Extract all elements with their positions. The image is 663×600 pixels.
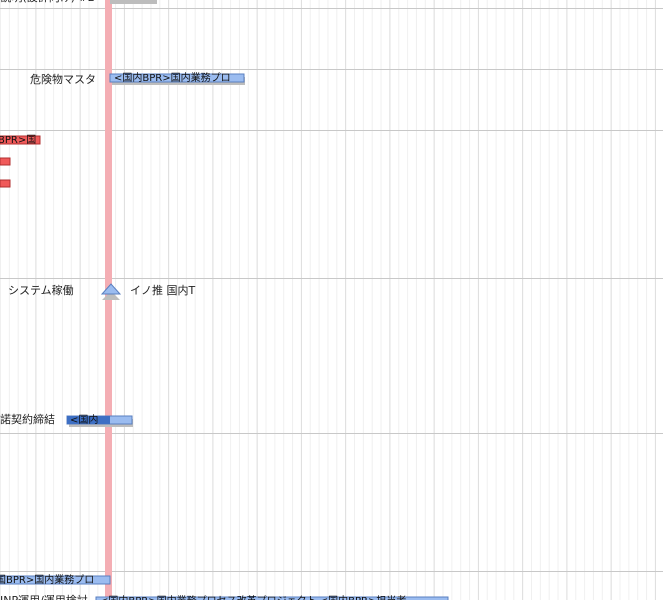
bar-label: <国内 [70,413,98,426]
row-separators [0,8,663,572]
milestone[interactable] [100,283,122,295]
task-bar[interactable] [95,596,449,600]
bar-shadow [110,0,157,4]
bar-label: <国内BPR>国内業務プロ [114,71,231,84]
task-bar[interactable] [0,575,111,585]
milestone-label: イノ推 国内T [130,283,195,297]
row-label: 画 説明(設計向け) #2 [0,0,95,4]
bar-label: <国内BPR>国内業務プロセス改革プロジェクト <国内BPR>担当者 [100,594,406,600]
milestone-shadow [102,291,120,300]
row-label: 諾契約締結 [0,412,55,426]
task-bar[interactable] [0,179,11,188]
task-progress [67,416,110,424]
task-bar[interactable] [0,135,41,145]
row-label: INP運用/運用検討 [0,593,88,600]
task-bar[interactable] [0,157,11,166]
task-bar[interactable] [109,73,245,83]
row-label: 危険物マスタ [30,72,96,86]
bar-label: BPR>国 [0,134,36,146]
row-label: システム稼働 [8,283,74,297]
bar-label: 国BPR>国内業務プロ [0,573,94,586]
